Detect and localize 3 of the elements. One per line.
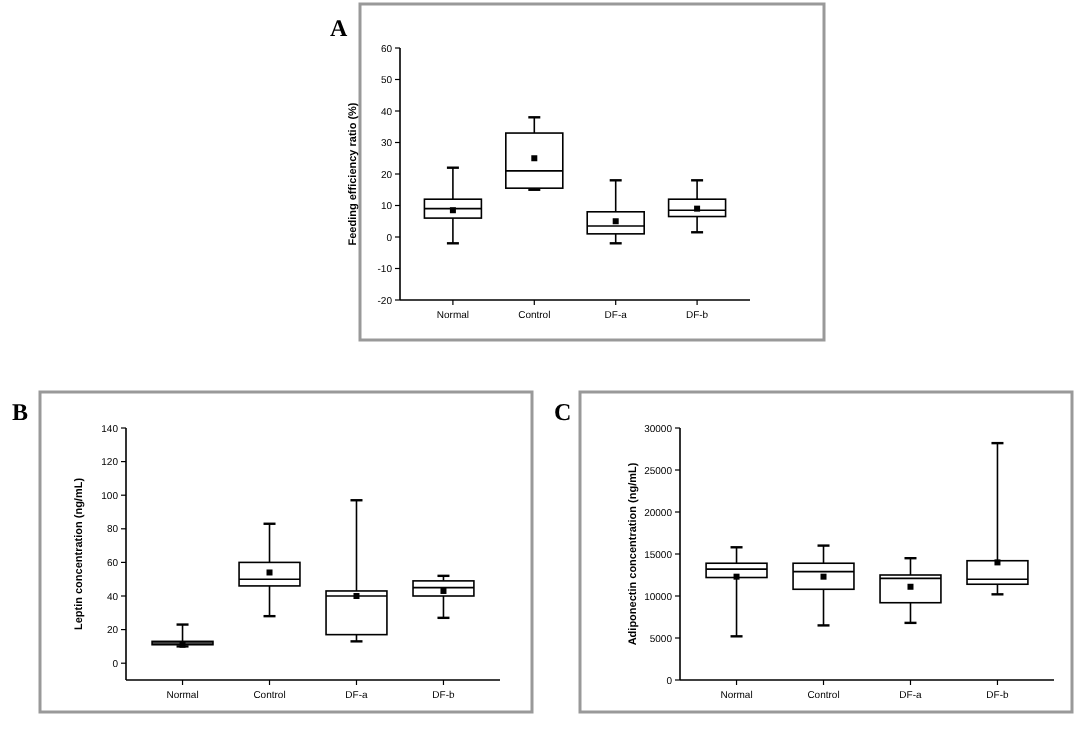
chart-title: C bbox=[554, 398, 572, 426]
chart-title: B bbox=[12, 398, 29, 426]
chart-title: A bbox=[330, 14, 348, 42]
